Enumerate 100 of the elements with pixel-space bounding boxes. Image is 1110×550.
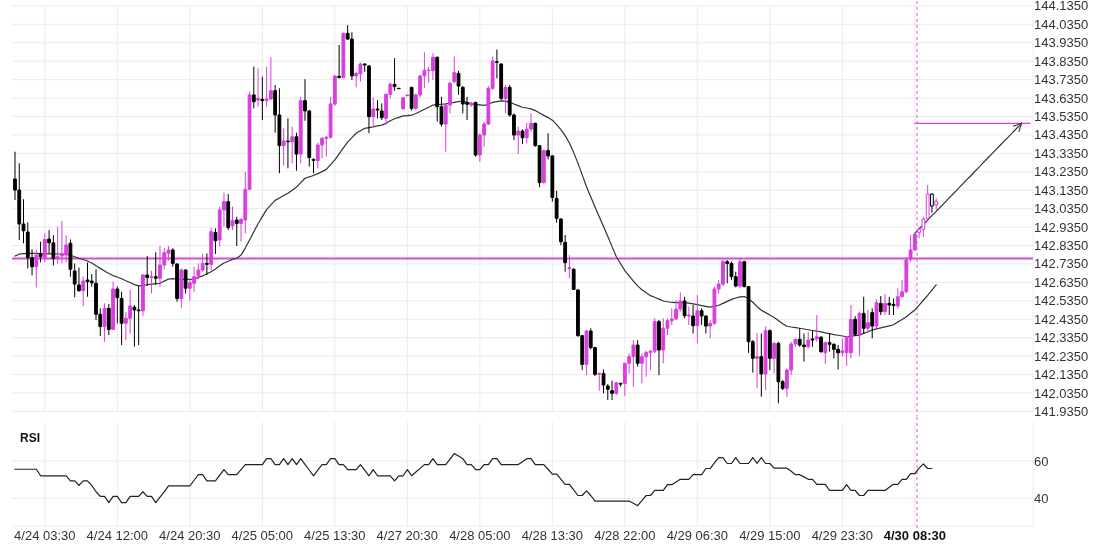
y-tick-label: 143.6350 bbox=[1034, 90, 1089, 106]
x-tick-label: 4/24 03:30 bbox=[14, 528, 76, 544]
y-tick-label: 143.4350 bbox=[1034, 127, 1089, 143]
candlestick bbox=[367, 64, 371, 134]
candlestick bbox=[810, 329, 815, 348]
candlestick bbox=[686, 306, 691, 326]
candlestick bbox=[635, 339, 640, 368]
y-tick-label: 142.2350 bbox=[1034, 348, 1089, 364]
candlestick bbox=[115, 286, 120, 324]
candlestick bbox=[106, 303, 111, 336]
candlestick bbox=[256, 67, 260, 108]
candlestick bbox=[763, 326, 768, 391]
y-tick-label: 142.0350 bbox=[1034, 385, 1089, 401]
candlestick bbox=[251, 66, 256, 109]
candlestick bbox=[81, 276, 86, 307]
candlestick bbox=[149, 270, 154, 294]
candlestick bbox=[38, 241, 43, 263]
x-tick-label: 4/28 22:00 bbox=[594, 528, 656, 544]
candlestick bbox=[503, 84, 508, 114]
candlestick bbox=[853, 315, 858, 337]
y-tick-label: 143.0350 bbox=[1034, 201, 1089, 217]
candlestick bbox=[682, 296, 687, 319]
candlestick bbox=[759, 332, 764, 398]
candlestick bbox=[51, 234, 56, 266]
y-tick-label: 144.0350 bbox=[1034, 16, 1089, 32]
y-tick-label: 143.2350 bbox=[1034, 164, 1089, 180]
candlestick bbox=[469, 101, 474, 108]
candlestick bbox=[260, 76, 265, 121]
y-tick-label: 142.1350 bbox=[1034, 367, 1089, 383]
candlestick bbox=[725, 259, 730, 284]
candlestick bbox=[85, 262, 90, 298]
x-tick-label: 4/25 05:00 bbox=[231, 528, 294, 544]
y-tick-label: 142.4350 bbox=[1034, 311, 1089, 327]
candlestick bbox=[290, 126, 295, 164]
candlestick bbox=[298, 96, 303, 164]
candlestick bbox=[861, 296, 866, 334]
candlestick bbox=[695, 294, 700, 344]
candlestick bbox=[431, 52, 435, 81]
y-tick-label: 142.5350 bbox=[1034, 293, 1089, 309]
candlestick bbox=[281, 127, 286, 167]
y-tick-label: 142.9350 bbox=[1034, 219, 1089, 235]
candlestick bbox=[823, 341, 828, 365]
candlestick bbox=[358, 62, 363, 83]
candlestick bbox=[891, 297, 896, 316]
y-tick-label: 142.3350 bbox=[1034, 330, 1089, 346]
candlestick bbox=[401, 96, 405, 110]
candlestick bbox=[371, 97, 376, 128]
candlestick bbox=[435, 56, 440, 123]
x-tick-label: 4/25 13:30 bbox=[304, 528, 366, 544]
line-series bbox=[14, 100, 937, 338]
candlestick bbox=[767, 328, 772, 371]
candlestick bbox=[145, 255, 150, 287]
y-tick-label: 40 bbox=[1034, 490, 1049, 506]
candlestick bbox=[77, 266, 81, 293]
candlestick bbox=[286, 117, 290, 169]
candlestick bbox=[878, 295, 883, 316]
y-tick-label: 144.1350 bbox=[1034, 0, 1089, 14]
x-tick-label: 4/30 08:30 bbox=[883, 528, 946, 544]
x-tick-label: 4/29 23:30 bbox=[811, 528, 874, 544]
candlestick bbox=[111, 281, 115, 331]
y-tick-label: 143.5350 bbox=[1034, 109, 1089, 125]
x-tick-label: 4/29 06:30 bbox=[666, 528, 729, 544]
y-tick-label: 141.9350 bbox=[1034, 403, 1089, 419]
candlestick bbox=[452, 56, 457, 84]
candlestick bbox=[883, 293, 887, 316]
candlestick bbox=[375, 99, 380, 119]
x-tick-label: 4/24 20:30 bbox=[159, 528, 221, 544]
x-tick-label: 4/28 05:00 bbox=[449, 528, 511, 544]
candlestick bbox=[772, 341, 777, 374]
candlestick bbox=[234, 216, 239, 247]
y-tick-label: 142.7350 bbox=[1034, 256, 1089, 272]
candlestick bbox=[640, 352, 644, 384]
y-tick-label: 143.9350 bbox=[1034, 35, 1089, 51]
candlestick bbox=[618, 382, 623, 388]
candlestick bbox=[277, 87, 282, 174]
x-tick-label: 4/28 13:30 bbox=[521, 528, 584, 544]
candlestick bbox=[72, 262, 77, 298]
candlestick bbox=[887, 296, 892, 316]
candlestick bbox=[691, 304, 695, 334]
y-tick-label: 142.6350 bbox=[1034, 274, 1089, 290]
candlestick bbox=[541, 148, 546, 184]
candlestick bbox=[584, 329, 589, 376]
candlestick bbox=[405, 94, 410, 97]
candlestick bbox=[379, 102, 384, 121]
candlestick bbox=[337, 44, 342, 79]
candlestick bbox=[806, 331, 811, 349]
candlestick bbox=[392, 57, 397, 92]
candlestick bbox=[520, 128, 525, 145]
y-tick-label: 143.1350 bbox=[1034, 182, 1089, 198]
candlestick bbox=[119, 291, 124, 346]
x-tick-label: 4/24 12:00 bbox=[86, 528, 149, 544]
candlestick bbox=[776, 341, 781, 404]
candlestick bbox=[68, 238, 73, 278]
x-tick-label: 4/29 15:00 bbox=[739, 528, 801, 544]
text: RSI bbox=[20, 431, 41, 445]
candlestick bbox=[294, 132, 299, 172]
candlestick bbox=[136, 285, 141, 346]
candlestick bbox=[610, 380, 614, 401]
candlestick bbox=[802, 332, 806, 363]
y-tick-label: 143.7350 bbox=[1034, 72, 1089, 88]
